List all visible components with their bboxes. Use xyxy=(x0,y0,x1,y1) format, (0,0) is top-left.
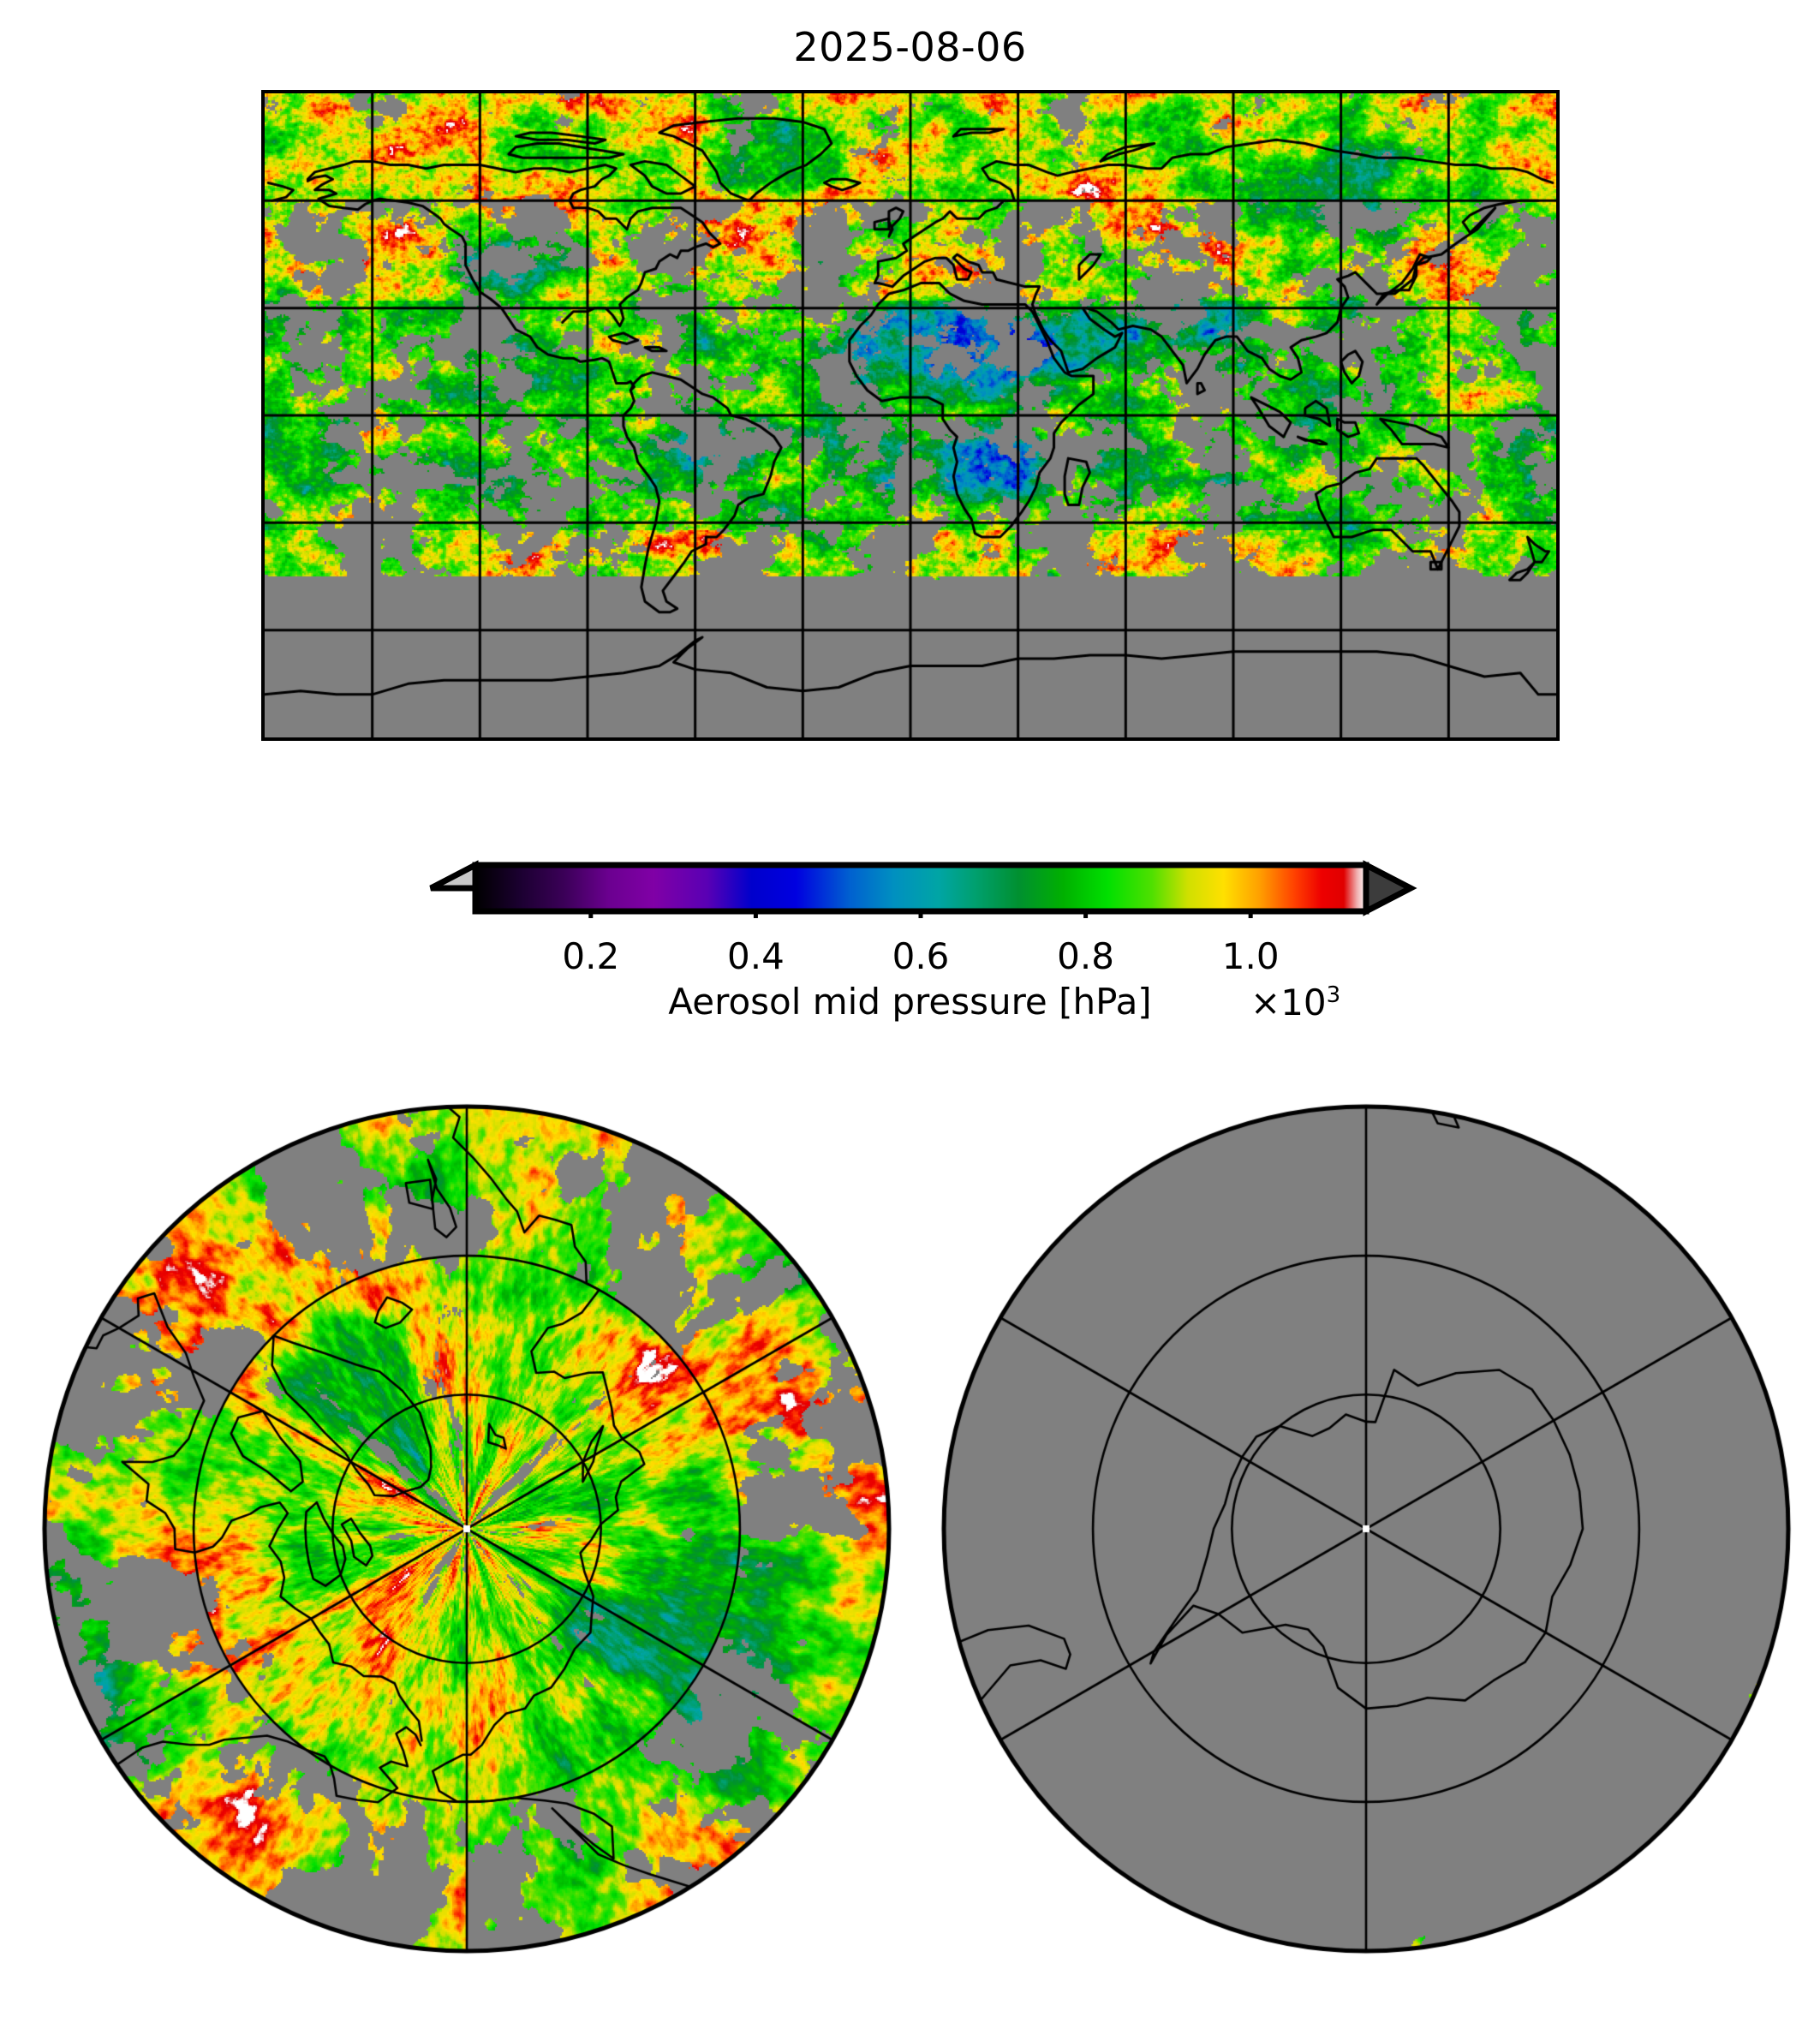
colorbar-axis-label: Aerosol mid pressure [hPa] xyxy=(668,981,1152,1023)
colorbar-offset-prefix: ×10 xyxy=(1250,982,1327,1023)
page-title: 2025-08-06 xyxy=(793,24,1027,70)
colorbar-offset-text: ×103 xyxy=(1250,982,1340,1023)
north-polar-map-canvas xyxy=(34,1096,899,1961)
colorbar-tick-label: 0.2 xyxy=(562,935,620,977)
colorbar-gradient-bar xyxy=(472,862,1369,915)
global-map-canvas xyxy=(265,93,1556,737)
colorbar-tick-label: 0.6 xyxy=(892,935,950,977)
north-polar-map-axes xyxy=(34,1096,899,1961)
colorbar-tick-label: 0.4 xyxy=(727,935,785,977)
colorbar-tick-label: 0.8 xyxy=(1057,935,1114,977)
colorbar-over-arrow xyxy=(1363,860,1417,916)
colorbar-ticks xyxy=(588,911,1253,918)
colorbar xyxy=(424,858,1417,918)
colorbar-offset-exponent: 3 xyxy=(1326,982,1341,1008)
south-polar-map-axes xyxy=(934,1096,1799,1961)
colorbar-svg xyxy=(429,860,1417,918)
colorbar-under-arrow xyxy=(429,860,479,911)
colorbar-tick-label: 1.0 xyxy=(1221,935,1280,977)
south-polar-map-canvas xyxy=(934,1096,1799,1961)
colorbar-tick-labels: 0.2 0.4 0.6 0.8 1.0 xyxy=(424,935,1417,983)
global-map-axes xyxy=(261,90,1560,741)
